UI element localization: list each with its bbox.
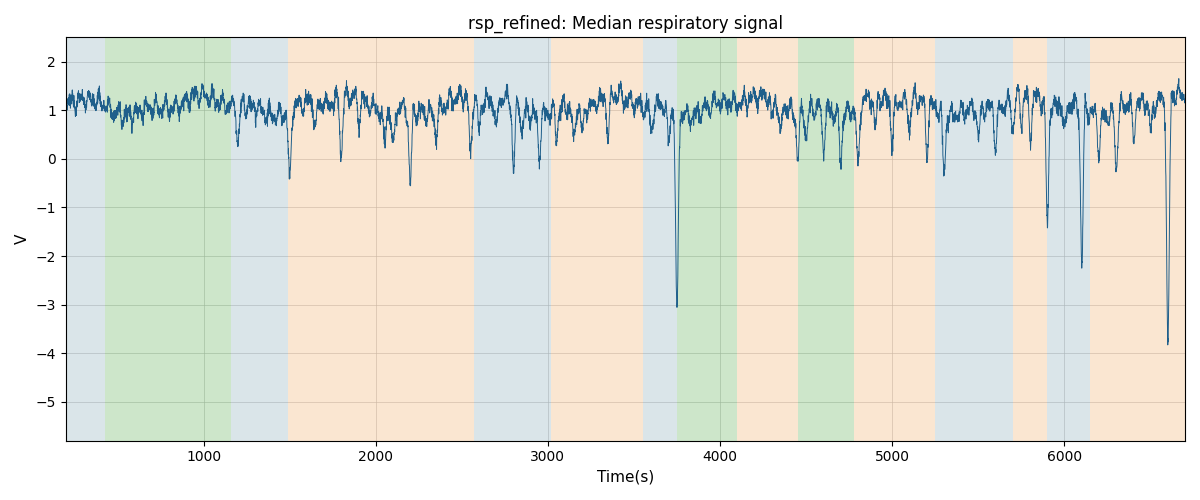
X-axis label: Time(s): Time(s) [596,470,654,485]
Bar [66,38,106,440]
Bar [551,38,643,440]
Bar [935,38,1013,440]
Bar [854,38,935,440]
Bar [1091,38,1186,440]
Bar [106,38,232,440]
Bar [643,38,677,440]
Bar [288,38,474,440]
Bar [1013,38,1048,440]
Bar [474,38,551,440]
Title: rsp_refined: Median respiratory signal: rsp_refined: Median respiratory signal [468,15,782,34]
Bar [1048,38,1091,440]
Bar [798,38,854,440]
Bar [737,38,798,440]
Y-axis label: V: V [16,234,30,244]
Bar [232,38,288,440]
Bar [677,38,737,440]
